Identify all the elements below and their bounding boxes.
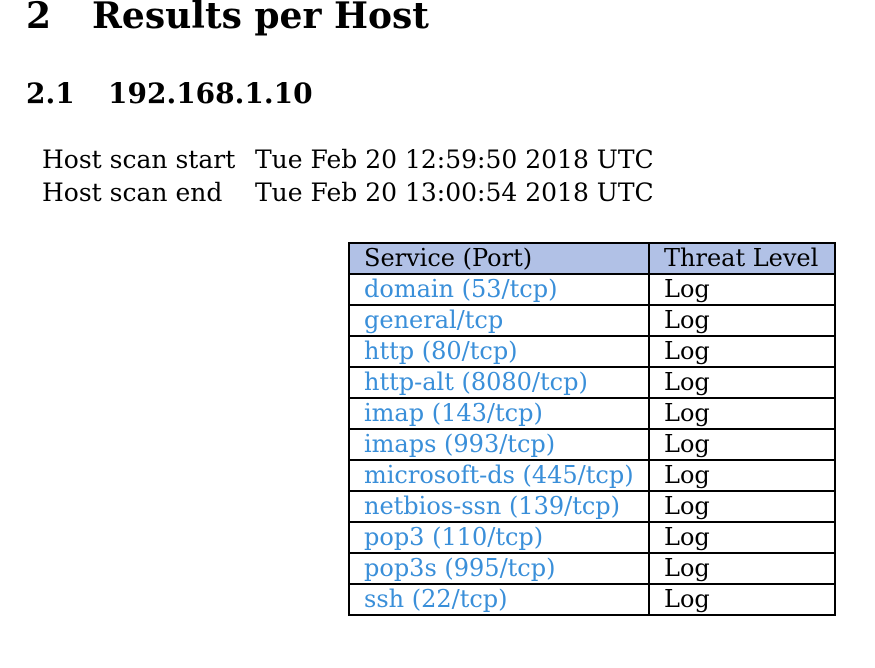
section-title: Results per Host bbox=[92, 0, 429, 37]
table-row: ssh (22/tcp) Log bbox=[348, 583, 836, 616]
threat-level-cell: Log bbox=[648, 273, 836, 306]
service-cell: general/tcp bbox=[348, 304, 650, 337]
table-row: imaps (993/tcp) Log bbox=[348, 428, 836, 461]
subsection-number: 2.1 bbox=[26, 77, 75, 110]
section-number: 2 bbox=[26, 0, 52, 37]
service-cell: imap (143/tcp) bbox=[348, 397, 650, 430]
column-header-threat-level: Threat Level bbox=[648, 242, 836, 275]
scan-end-label: Host scan end bbox=[42, 178, 223, 207]
service-link[interactable]: pop3 (110/tcp) bbox=[364, 523, 544, 551]
threat-level-cell: Log bbox=[648, 335, 836, 368]
service-cell: imaps (993/tcp) bbox=[348, 428, 650, 461]
table-row: microsoft-ds (445/tcp) Log bbox=[348, 459, 836, 492]
threat-level-cell: Log bbox=[648, 397, 836, 430]
table-row: pop3s (995/tcp) Log bbox=[348, 552, 836, 585]
threat-level-cell: Log bbox=[648, 304, 836, 337]
service-link[interactable]: microsoft-ds (445/tcp) bbox=[364, 461, 634, 489]
scan-info: Host scan start Tue Feb 20 12:59:50 2018… bbox=[42, 143, 654, 209]
service-cell: microsoft-ds (445/tcp) bbox=[348, 459, 650, 492]
scan-end-value: Tue Feb 20 13:00:54 2018 UTC bbox=[255, 178, 654, 207]
services-table: Service (Port) Threat Level domain (53/t… bbox=[348, 242, 836, 616]
service-link[interactable]: http (80/tcp) bbox=[364, 337, 518, 365]
service-link[interactable]: http-alt (8080/tcp) bbox=[364, 368, 588, 396]
threat-level-cell: Log bbox=[648, 428, 836, 461]
service-link[interactable]: pop3s (995/tcp) bbox=[364, 554, 556, 582]
threat-level-cell: Log bbox=[648, 459, 836, 492]
threat-level-cell: Log bbox=[648, 521, 836, 554]
service-link[interactable]: netbios-ssn (139/tcp) bbox=[364, 492, 621, 520]
column-header-service: Service (Port) bbox=[348, 242, 650, 275]
host-address-title: 192.168.1.10 bbox=[108, 77, 313, 110]
service-link[interactable]: domain (53/tcp) bbox=[364, 275, 558, 303]
service-cell: http-alt (8080/tcp) bbox=[348, 366, 650, 399]
service-cell: pop3 (110/tcp) bbox=[348, 521, 650, 554]
subsection-heading: 2.1 192.168.1.10 bbox=[26, 76, 313, 112]
table-row: imap (143/tcp) Log bbox=[348, 397, 836, 430]
table-row: pop3 (110/tcp) Log bbox=[348, 521, 836, 554]
threat-level-cell: Log bbox=[648, 490, 836, 523]
service-link[interactable]: imaps (993/tcp) bbox=[364, 430, 556, 458]
table-header-row: Service (Port) Threat Level bbox=[348, 242, 836, 275]
scan-start-label: Host scan start bbox=[42, 145, 236, 174]
service-link[interactable]: imap (143/tcp) bbox=[364, 399, 543, 427]
service-cell: netbios-ssn (139/tcp) bbox=[348, 490, 650, 523]
table-row: general/tcp Log bbox=[348, 304, 836, 337]
threat-level-cell: Log bbox=[648, 583, 836, 616]
service-cell: domain (53/tcp) bbox=[348, 273, 650, 306]
threat-level-cell: Log bbox=[648, 552, 836, 585]
table-row: http (80/tcp) Log bbox=[348, 335, 836, 368]
service-cell: pop3s (995/tcp) bbox=[348, 552, 650, 585]
table-row: netbios-ssn (139/tcp) Log bbox=[348, 490, 836, 523]
section-heading: 2 Results per Host bbox=[26, 0, 429, 38]
table-row: domain (53/tcp) Log bbox=[348, 273, 836, 306]
service-link[interactable]: ssh (22/tcp) bbox=[364, 585, 508, 613]
table-row: http-alt (8080/tcp) Log bbox=[348, 366, 836, 399]
scan-start-value: Tue Feb 20 12:59:50 2018 UTC bbox=[255, 145, 654, 174]
service-cell: http (80/tcp) bbox=[348, 335, 650, 368]
service-link[interactable]: general/tcp bbox=[364, 306, 504, 334]
scan-end-row: Host scan end Tue Feb 20 13:00:54 2018 U… bbox=[42, 176, 654, 209]
services-table-body: domain (53/tcp) Log general/tcp Log http (80… bbox=[348, 273, 836, 616]
scan-start-row: Host scan start Tue Feb 20 12:59:50 2018… bbox=[42, 143, 654, 176]
threat-level-cell: Log bbox=[648, 366, 836, 399]
service-cell: ssh (22/tcp) bbox=[348, 583, 650, 616]
